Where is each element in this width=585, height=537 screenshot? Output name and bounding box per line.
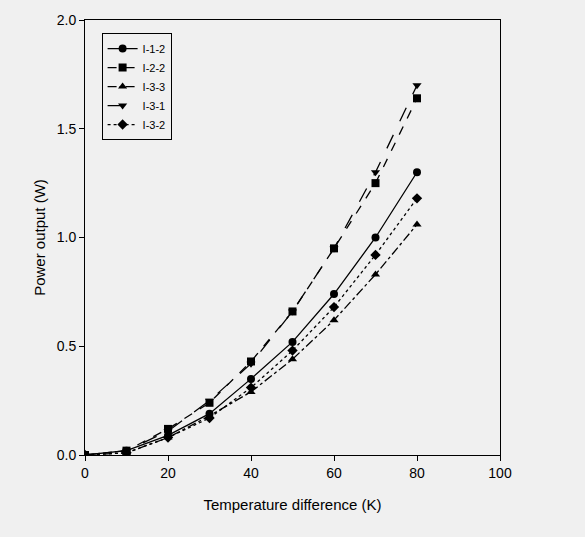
svg-text:80: 80: [409, 465, 425, 481]
svg-text:0.0: 0.0: [57, 447, 77, 463]
svg-text:I-3-3: I-3-3: [143, 81, 166, 93]
svg-text:1.0: 1.0: [57, 229, 77, 245]
svg-text:Temperature difference (K): Temperature difference (K): [203, 496, 381, 513]
svg-text:100: 100: [488, 465, 512, 481]
svg-text:I-1-2: I-1-2: [143, 43, 166, 55]
svg-text:I-3-1: I-3-1: [143, 100, 166, 112]
svg-text:0.5: 0.5: [57, 338, 77, 354]
svg-text:0: 0: [81, 465, 89, 481]
svg-text:20: 20: [160, 465, 176, 481]
svg-text:I-2-2: I-2-2: [143, 62, 166, 74]
svg-text:1.5: 1.5: [57, 121, 77, 137]
svg-text:I-3-2: I-3-2: [143, 119, 166, 131]
svg-text:2.0: 2.0: [57, 12, 77, 28]
svg-text:Power output (W): Power output (W): [31, 179, 48, 296]
svg-text:60: 60: [326, 465, 342, 481]
svg-text:40: 40: [243, 465, 259, 481]
